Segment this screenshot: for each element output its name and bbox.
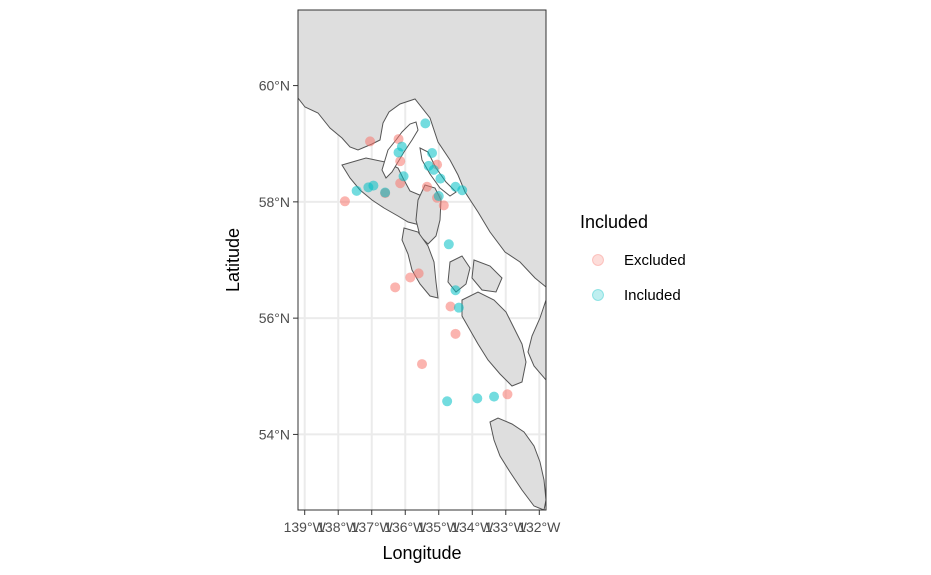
- y-tick-label: 56°N: [259, 310, 290, 326]
- legend: Included Excluded Included: [580, 212, 686, 304]
- point-included: [450, 285, 461, 296]
- point-included: [433, 191, 444, 202]
- legend-label-excluded: Excluded: [624, 252, 686, 269]
- x-tick-label: 137°W: [351, 519, 394, 535]
- point-excluded: [413, 268, 424, 279]
- point-excluded: [365, 136, 376, 147]
- point-excluded: [390, 282, 401, 293]
- legend-key-excluded: [592, 254, 604, 266]
- x-tick-label: 136°W: [384, 519, 427, 535]
- mainland-polygon: [298, 10, 546, 288]
- x-tick-label: 132°W: [518, 519, 561, 535]
- point-included: [351, 185, 362, 196]
- y-tick-label: 54°N: [259, 426, 290, 442]
- x-tick-label: 133°W: [485, 519, 528, 535]
- y-tick-label: 60°N: [259, 78, 290, 94]
- point-excluded: [502, 389, 513, 400]
- y-axis: 54°N 56°N 58°N 60°N: [259, 78, 298, 442]
- point-included: [428, 164, 439, 175]
- point-included: [427, 148, 438, 159]
- point-included: [489, 391, 500, 402]
- point-excluded: [438, 200, 449, 211]
- tongass-coast-polygon: [527, 299, 546, 381]
- point-included: [398, 171, 409, 182]
- point-included: [420, 118, 431, 129]
- point-included: [442, 396, 453, 407]
- point-excluded: [450, 328, 461, 339]
- legend-key-included: [592, 289, 604, 301]
- panel-border: [297, 9, 547, 511]
- point-included: [393, 147, 404, 158]
- point-included: [457, 185, 468, 196]
- legend-label-included: Included: [624, 287, 681, 304]
- legend-title: Included: [580, 212, 648, 232]
- point-excluded: [422, 181, 433, 192]
- point-included: [368, 180, 379, 191]
- x-tick-label: 139°W: [284, 519, 327, 535]
- prince-of-wales-island-polygon: [461, 291, 527, 387]
- baranof-island-polygon: [401, 227, 439, 299]
- x-tick-label: 138°W: [317, 519, 360, 535]
- y-tick-label: 58°N: [259, 194, 290, 210]
- point-excluded: [417, 359, 427, 370]
- y-axis-title: Latitude: [223, 228, 243, 292]
- point-excluded: [445, 301, 456, 312]
- x-axis-title: Longitude: [382, 543, 461, 563]
- data-points: [339, 118, 513, 407]
- revillagigedo-island-polygon: [471, 259, 503, 293]
- kupreanof-island-polygon: [447, 255, 471, 293]
- point-included: [380, 187, 391, 198]
- point-included: [472, 393, 483, 404]
- point-excluded: [405, 272, 416, 283]
- point-excluded: [393, 134, 404, 145]
- x-tick-label: 134°W: [451, 519, 494, 535]
- point-included: [435, 173, 446, 184]
- point-excluded: [395, 156, 406, 167]
- haida-gwaii-polygon: [489, 417, 546, 510]
- x-tick-label: 135°W: [418, 519, 461, 535]
- point-included: [453, 302, 464, 313]
- point-excluded: [339, 196, 350, 207]
- point-included: [443, 239, 454, 250]
